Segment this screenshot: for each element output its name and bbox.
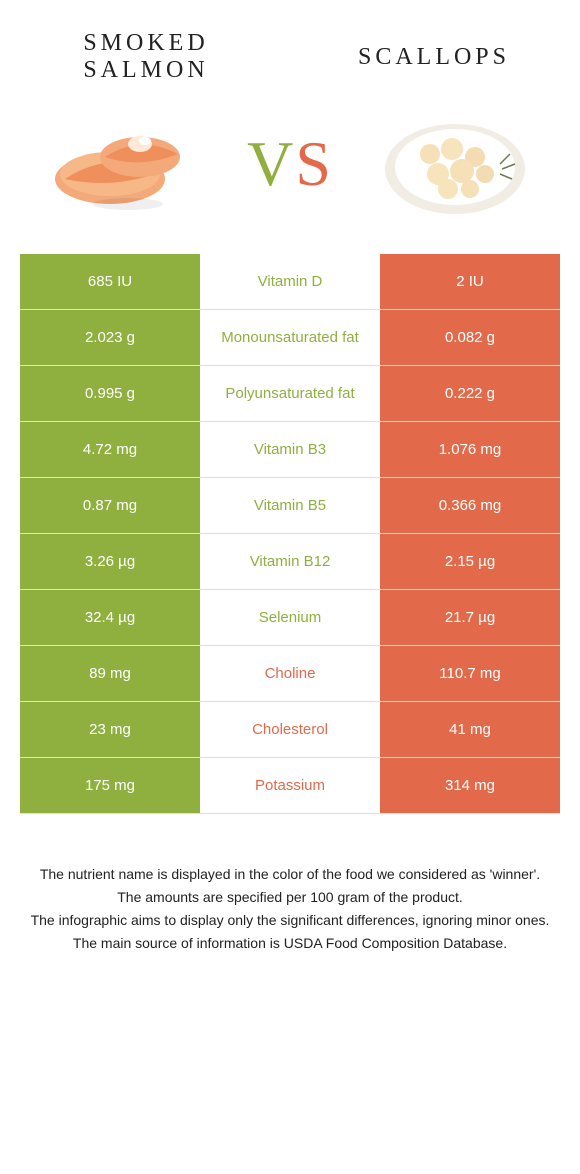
footer-line-1: The nutrient name is displayed in the co… bbox=[30, 864, 550, 885]
table-row: 4.72 mgVitamin B31.076 mg bbox=[20, 422, 560, 478]
right-value: 0.222 g bbox=[380, 366, 560, 421]
footer-line-3: The infographic aims to display only the… bbox=[30, 910, 550, 931]
nutrient-label: Selenium bbox=[200, 590, 380, 645]
table-row: 32.4 µgSelenium21.7 µg bbox=[20, 590, 560, 646]
table-row: 0.995 gPolyunsaturated fat0.222 g bbox=[20, 366, 560, 422]
nutrient-label: Potassium bbox=[200, 758, 380, 813]
header: Smoked salmon Scallops bbox=[0, 0, 580, 84]
images-row: VS bbox=[0, 84, 580, 254]
nutrient-label: Vitamin D bbox=[200, 254, 380, 309]
vs-label: VS bbox=[247, 127, 333, 201]
right-food-image bbox=[370, 104, 540, 224]
left-value: 3.26 µg bbox=[20, 534, 200, 589]
nutrient-label: Vitamin B12 bbox=[200, 534, 380, 589]
table-row: 175 mgPotassium314 mg bbox=[20, 758, 560, 814]
table-row: 0.87 mgVitamin B50.366 mg bbox=[20, 478, 560, 534]
left-value: 32.4 µg bbox=[20, 590, 200, 645]
nutrient-label: Vitamin B3 bbox=[200, 422, 380, 477]
footer-notes: The nutrient name is displayed in the co… bbox=[0, 814, 580, 954]
vs-s: S bbox=[295, 128, 333, 199]
table-row: 23 mgCholesterol41 mg bbox=[20, 702, 560, 758]
left-value: 685 IU bbox=[20, 254, 200, 309]
vs-v: V bbox=[247, 128, 295, 199]
left-value: 89 mg bbox=[20, 646, 200, 701]
nutrient-label: Polyunsaturated fat bbox=[200, 366, 380, 421]
right-value: 314 mg bbox=[380, 758, 560, 813]
left-food-title: Smoked salmon bbox=[50, 30, 242, 84]
left-value: 0.87 mg bbox=[20, 478, 200, 533]
nutrient-label: Cholesterol bbox=[200, 702, 380, 757]
nutrient-label: Monounsaturated fat bbox=[200, 310, 380, 365]
right-value: 0.366 mg bbox=[380, 478, 560, 533]
right-value: 1.076 mg bbox=[380, 422, 560, 477]
right-value: 110.7 mg bbox=[380, 646, 560, 701]
table-row: 89 mgCholine110.7 mg bbox=[20, 646, 560, 702]
left-value: 0.995 g bbox=[20, 366, 200, 421]
footer-line-2: The amounts are specified per 100 gram o… bbox=[30, 887, 550, 908]
right-value: 2 IU bbox=[380, 254, 560, 309]
right-value: 21.7 µg bbox=[380, 590, 560, 645]
left-value: 175 mg bbox=[20, 758, 200, 813]
right-value: 41 mg bbox=[380, 702, 560, 757]
right-food-title: Scallops bbox=[338, 44, 530, 71]
table-row: 685 IUVitamin D2 IU bbox=[20, 254, 560, 310]
left-value: 2.023 g bbox=[20, 310, 200, 365]
nutrient-label: Vitamin B5 bbox=[200, 478, 380, 533]
table-row: 3.26 µgVitamin B122.15 µg bbox=[20, 534, 560, 590]
comparison-table: 685 IUVitamin D2 IU2.023 gMonounsaturate… bbox=[20, 254, 560, 814]
table-row: 2.023 gMonounsaturated fat0.082 g bbox=[20, 310, 560, 366]
right-value: 0.082 g bbox=[380, 310, 560, 365]
footer-line-4: The main source of information is USDA F… bbox=[30, 933, 550, 954]
right-value: 2.15 µg bbox=[380, 534, 560, 589]
left-value: 4.72 mg bbox=[20, 422, 200, 477]
left-food-image bbox=[40, 104, 210, 224]
left-value: 23 mg bbox=[20, 702, 200, 757]
nutrient-label: Choline bbox=[200, 646, 380, 701]
